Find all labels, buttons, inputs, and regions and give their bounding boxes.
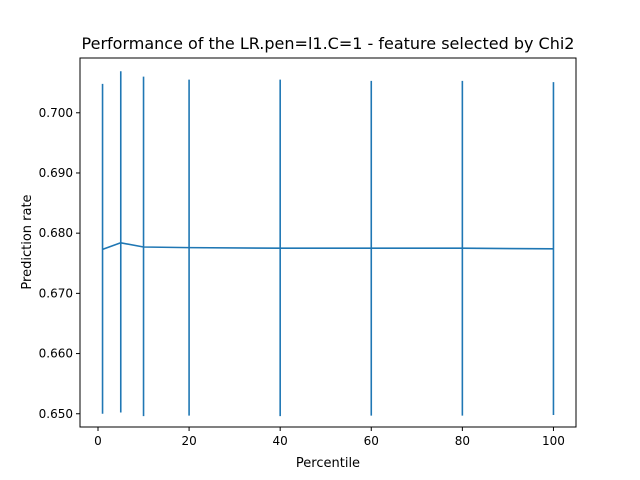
y-tick-label: 0.650 [39, 407, 73, 421]
axes: 0 20 40 60 80 100 0.650 0.660 0.670 0.680 0.690 0.7… [39, 57, 577, 448]
y-tick-label: 0.680 [39, 226, 73, 240]
y-tick-label: 0.670 [39, 286, 73, 300]
y-axis-label: Prediction rate [20, 194, 35, 289]
series-line [102, 242, 554, 251]
plot-area [101, 71, 555, 417]
x-axis-label: Percentile [296, 456, 360, 471]
x-tick-label: 80 [455, 434, 470, 448]
x-tick-label: 40 [273, 434, 288, 448]
chart-title: Performance of the LR.pen=l1.C=1 - featu… [82, 34, 575, 53]
axes-frame [79, 57, 577, 428]
x-tick-label: 60 [364, 434, 379, 448]
x-tick-label: 100 [542, 434, 565, 448]
x-tick-label: 20 [181, 434, 196, 448]
x-tick-label: 0 [94, 434, 102, 448]
y-tick-label: 0.690 [39, 166, 73, 180]
y-tick-label: 0.660 [39, 347, 73, 361]
y-tick-label: 0.700 [39, 106, 73, 120]
